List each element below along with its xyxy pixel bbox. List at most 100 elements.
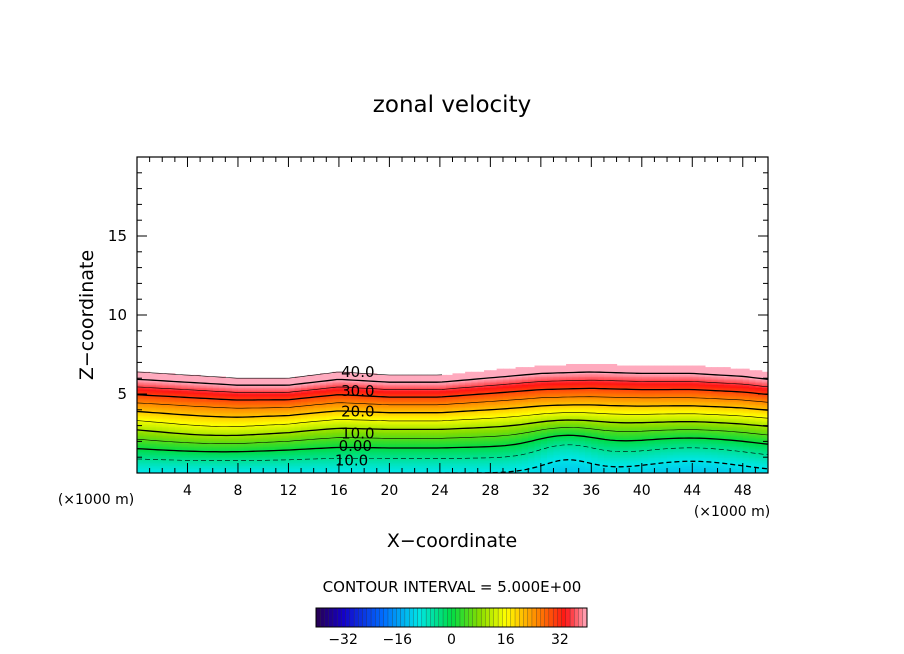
field-cell (458, 401, 466, 404)
field-cell (622, 466, 630, 469)
field-cell (521, 457, 529, 460)
field-cell (465, 373, 473, 376)
field-cell (402, 423, 409, 426)
field-cell (559, 413, 567, 416)
field-cell (357, 382, 365, 385)
field-cell (585, 434, 592, 437)
field-cell (269, 462, 277, 465)
field-cell (559, 446, 567, 449)
field-cell (553, 454, 561, 457)
field-cell (534, 382, 542, 385)
field-cell (174, 382, 182, 385)
field-cell (383, 387, 390, 390)
field-cell (515, 457, 523, 460)
field-cell (143, 401, 151, 404)
field-cell (143, 390, 151, 393)
field-cell (269, 412, 277, 415)
field-cell (250, 451, 258, 454)
field-cell (458, 469, 466, 473)
field-cell (345, 412, 353, 415)
field-cell (610, 440, 618, 443)
field-cell (137, 443, 144, 446)
field-cell (439, 378, 447, 381)
field-cell (509, 455, 517, 459)
field-cell (446, 399, 454, 402)
field-cell (219, 452, 226, 455)
field-cell (168, 418, 176, 421)
field-cell (231, 379, 239, 382)
field-cell (515, 437, 523, 440)
field-cell (162, 429, 170, 432)
field-cell (149, 404, 157, 407)
field-cell (427, 388, 435, 392)
field-cell (439, 463, 447, 466)
field-cell (282, 460, 290, 463)
field-cell (395, 388, 403, 392)
field-cell (439, 421, 447, 424)
field-cell (553, 452, 561, 455)
field-cell (256, 401, 264, 404)
field-cell (237, 378, 245, 381)
field-cell (319, 469, 327, 473)
field-cell (244, 381, 252, 384)
field-cell (408, 469, 416, 473)
field-cell (149, 410, 157, 413)
field-cell (484, 370, 491, 373)
field-cell (200, 457, 208, 460)
field-cell (155, 415, 163, 418)
field-cell (275, 409, 283, 412)
field-cell (193, 379, 201, 382)
field-cell (155, 458, 163, 462)
field-cell (490, 468, 498, 471)
field-cell (616, 401, 624, 404)
field-cell (578, 373, 586, 376)
field-cell (547, 378, 555, 381)
field-cell (439, 458, 447, 462)
field-cell (225, 410, 233, 413)
field-cell (420, 457, 428, 460)
field-cell (149, 465, 157, 468)
field-cell (237, 399, 245, 402)
field-cell (294, 406, 302, 409)
field-cell (338, 438, 346, 441)
field-cell (345, 371, 353, 374)
field-cell (162, 452, 170, 455)
field-cell (439, 415, 447, 418)
field-cell (225, 443, 233, 446)
field-cell (427, 404, 435, 407)
field-cell (616, 390, 624, 393)
field-cell (521, 410, 529, 413)
field-cell (231, 441, 239, 445)
field-cell (345, 379, 353, 382)
field-cell (357, 409, 365, 412)
field-cell (187, 423, 195, 426)
field-cell (206, 435, 214, 438)
field-cell (578, 455, 586, 459)
field-cell (528, 416, 536, 420)
field-cell (162, 418, 170, 421)
field-cell (269, 460, 277, 463)
field-cell (237, 430, 245, 434)
field-cell (237, 406, 245, 409)
field-cell (553, 379, 561, 382)
field-cell (597, 409, 605, 412)
field-cell (269, 378, 277, 381)
field-cell (307, 455, 315, 459)
field-cell (275, 460, 283, 463)
field-cell (225, 440, 233, 443)
field-cell (414, 404, 422, 407)
field-cell (559, 382, 567, 385)
field-cell (288, 426, 296, 429)
field-cell (427, 409, 435, 412)
field-cell (174, 457, 182, 460)
field-cell (219, 440, 226, 443)
field-cell (137, 465, 144, 468)
field-cell (559, 471, 567, 473)
field-cell (414, 415, 422, 418)
field-cell (364, 451, 372, 454)
field-cell (256, 462, 264, 465)
field-cell (383, 463, 390, 466)
field-cell (174, 374, 182, 378)
field-cell (338, 379, 346, 382)
field-cell (389, 460, 397, 463)
